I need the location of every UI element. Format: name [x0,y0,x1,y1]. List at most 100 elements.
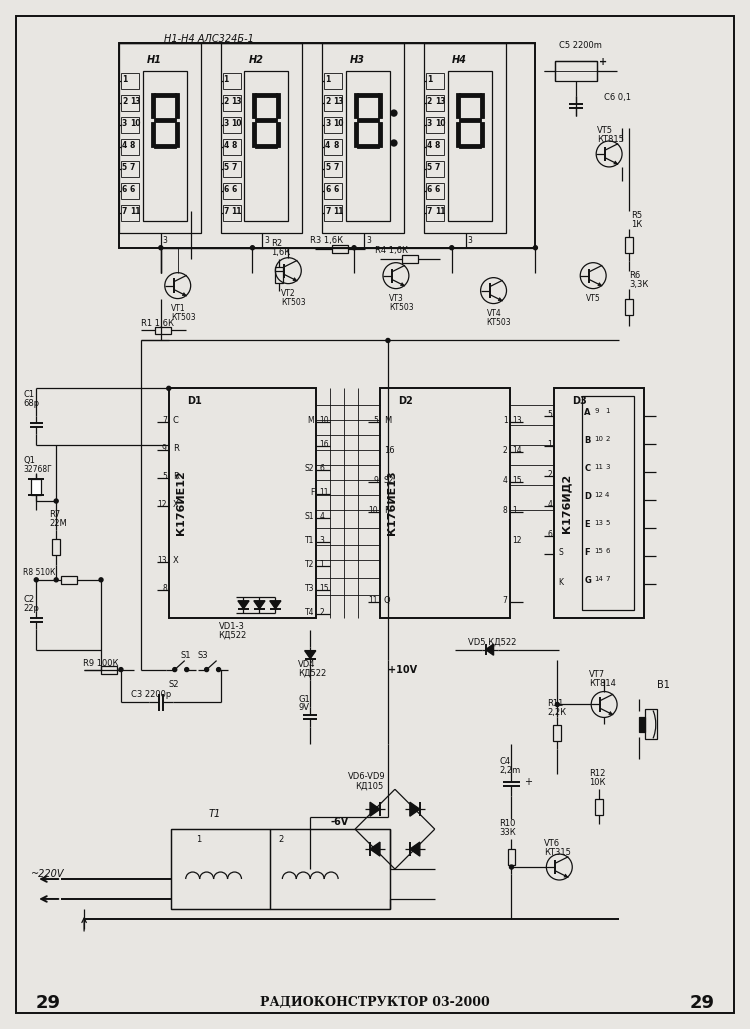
Text: G1: G1 [298,695,310,704]
Text: F: F [310,488,314,497]
Text: VT6: VT6 [544,839,560,848]
Bar [154,118,176,122]
Bar [448,71,491,221]
Text: 5: 5 [427,163,432,172]
Bar [378,122,382,147]
Text: 7: 7 [435,163,440,172]
Bar [426,139,444,155]
Bar [426,205,444,221]
Bar [625,299,633,315]
Text: 7: 7 [333,163,338,172]
Bar [121,205,139,221]
Bar [142,71,187,221]
Text: 6: 6 [130,185,135,193]
Text: T2: T2 [304,560,314,569]
Text: 5: 5 [605,520,610,526]
Bar [271,829,390,909]
Text: 8: 8 [435,141,440,150]
Text: R: R [172,472,178,482]
Text: C1: C1 [23,390,34,399]
Bar [256,94,278,97]
Text: C5 2200m: C5 2200m [560,41,602,50]
Bar [171,829,271,909]
Bar [32,480,41,495]
Bar [220,43,302,233]
Text: 13: 13 [435,97,445,106]
Bar [244,71,288,221]
Text: 1: 1 [512,506,517,516]
Text: 6: 6 [224,185,229,193]
Text: VT2: VT2 [281,288,296,297]
Text: B: B [584,436,590,446]
Text: 1,6К: 1,6К [272,248,291,256]
Text: 8: 8 [162,583,166,593]
Text: R11: R11 [548,700,564,709]
Bar [223,205,241,221]
Bar [324,183,342,199]
Text: КД105: КД105 [355,781,383,790]
Text: VT4: VT4 [487,309,501,318]
Text: R12: R12 [590,770,605,778]
Bar [625,237,633,253]
Bar [223,117,241,133]
Bar [426,73,444,90]
Bar [639,717,645,733]
Text: 13: 13 [130,97,140,106]
Bar [121,73,139,90]
Text: 11: 11 [594,464,603,470]
Circle shape [34,578,38,581]
Text: 3: 3 [163,236,168,245]
Text: 4: 4 [320,512,324,521]
Bar [101,666,117,674]
Text: 5: 5 [548,411,552,419]
Text: R6: R6 [629,271,640,280]
Text: 5: 5 [326,163,330,172]
Text: R3 1,6К: R3 1,6К [310,236,344,245]
Text: C4: C4 [500,757,511,767]
Bar [276,122,280,147]
Text: 9: 9 [162,445,166,453]
Bar [121,161,139,177]
Text: 29: 29 [689,994,714,1012]
Circle shape [391,140,397,146]
Text: T3: T3 [304,583,314,593]
Text: 2: 2 [122,97,128,106]
Text: 9: 9 [594,409,598,415]
Text: 12: 12 [594,492,603,498]
Text: К176ИЕ13: К176ИЕ13 [387,470,397,535]
Text: 3: 3 [320,536,324,545]
Text: Q: Q [384,596,391,605]
Text: C6 0,1: C6 0,1 [604,94,631,102]
Text: 1: 1 [503,417,508,425]
Text: 7: 7 [224,207,229,216]
Bar [175,94,178,118]
Bar [154,94,176,97]
Bar [357,94,379,97]
Text: 3,3К: 3,3К [629,280,649,289]
Text: C2: C2 [23,595,34,604]
Text: 11: 11 [130,207,140,216]
Bar [426,183,444,199]
Text: VD1-3: VD1-3 [218,622,244,631]
Text: VD4: VD4 [298,660,316,669]
Text: 1: 1 [326,75,331,84]
Text: 1: 1 [196,836,201,844]
Circle shape [386,339,390,343]
Text: КТ503: КТ503 [389,303,413,312]
Bar [357,118,379,122]
Text: S3: S3 [198,650,208,660]
Text: 29: 29 [36,994,61,1012]
Text: 8: 8 [503,506,508,516]
Text: 10: 10 [232,119,242,128]
Bar [121,95,139,111]
Text: 3: 3 [605,464,610,470]
Bar [276,94,280,118]
Bar [324,117,342,133]
Text: Н1-Н4 АЛС324Б-1: Н1-Н4 АЛС324Б-1 [164,34,254,44]
Text: 2: 2 [278,836,284,844]
Circle shape [533,246,538,250]
Circle shape [391,110,397,116]
Text: Н2: Н2 [248,56,263,65]
Polygon shape [270,601,281,609]
Text: 6: 6 [548,530,552,539]
